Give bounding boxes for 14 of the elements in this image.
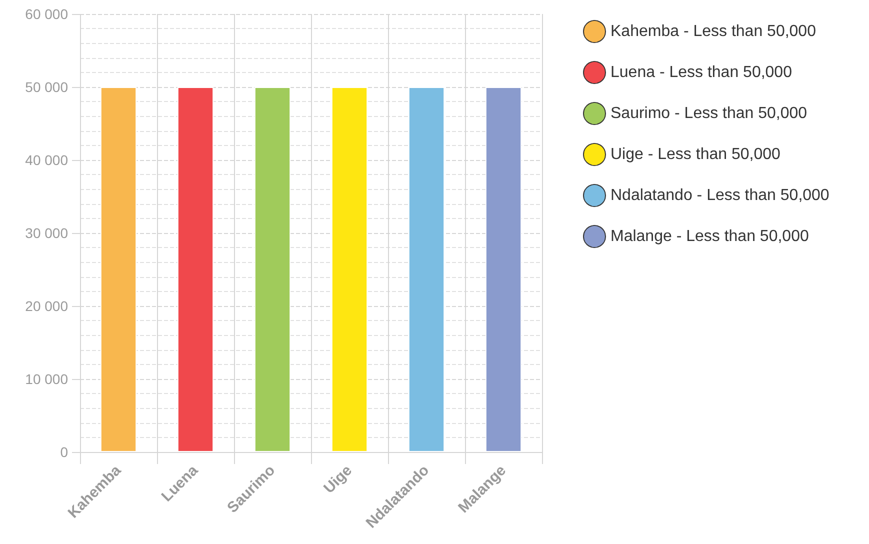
x-tick-label: Uige bbox=[320, 462, 356, 497]
y-tick-label: 20 000 bbox=[25, 298, 68, 314]
legend-label: Malange - Less than 50,000 bbox=[610, 228, 809, 245]
y-tick-label: 0 bbox=[60, 444, 68, 460]
legend-label: Kahemba - Less than 50,000 bbox=[610, 23, 816, 40]
legend-label: Uige - Less than 50,000 bbox=[610, 146, 780, 163]
legend-label: Ndalatando - Less than 50,000 bbox=[610, 187, 830, 204]
y-tick-label: 10 000 bbox=[25, 371, 68, 387]
y-tick-label: 60 000 bbox=[25, 6, 68, 22]
legend-label: Luena - Less than 50,000 bbox=[610, 64, 792, 81]
y-tick-label: 50 000 bbox=[25, 79, 68, 95]
legend-label: Saurimo - Less than 50,000 bbox=[610, 105, 808, 122]
y-tick-label: 40 000 bbox=[25, 152, 68, 168]
y-tick-label: 30 000 bbox=[25, 225, 68, 241]
